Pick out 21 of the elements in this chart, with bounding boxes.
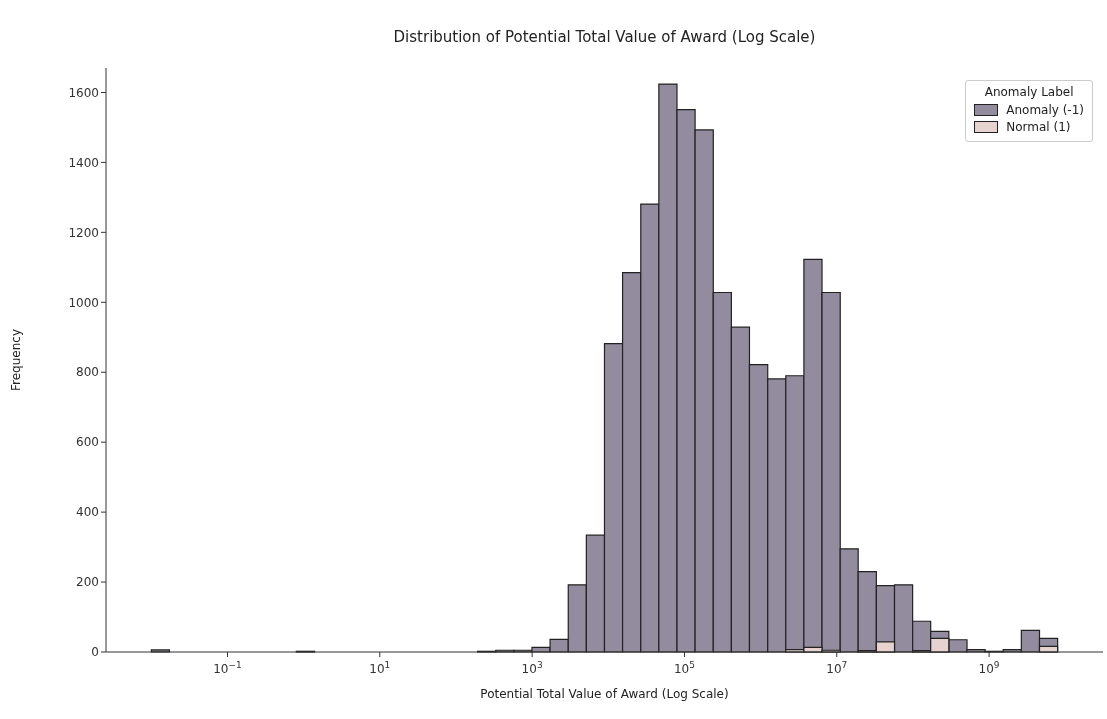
y-tick-label: 200 [76, 575, 99, 590]
y-tick-label: 600 [76, 435, 99, 450]
y-tick-label: 800 [76, 365, 99, 380]
y-tick-label: 400 [76, 505, 99, 520]
y-tick-label: 1400 [68, 155, 99, 170]
x-tick-label: 10$^{5}$ [673, 660, 695, 676]
legend-label: Anomaly (-1) [1006, 103, 1084, 117]
x-tick-label: 10$^{3}$ [521, 660, 543, 676]
x-tick-label: 10$^{7}$ [826, 660, 848, 676]
x-tick-label: 10$^{9}$ [978, 660, 1000, 676]
y-tick-label: 1200 [68, 225, 99, 240]
y-tick-label: 1600 [68, 85, 99, 100]
x-tick-label: 10$^{−1}$ [213, 660, 242, 676]
y-tick-label: 0 [91, 645, 99, 660]
y-axis-title: Frequency [9, 329, 24, 391]
legend-title: Anomaly Label [983, 85, 1075, 99]
chart-title: Distribution of Potential Total Value of Award (Log Scale) [392, 28, 817, 46]
x-tick-label: 10$^{1}$ [369, 660, 391, 676]
y-tick-label: 1000 [68, 295, 99, 310]
x-axis-title: Potential Total Value of Award (Log Scale) [480, 687, 729, 701]
legend-label: Normal (1) [1006, 120, 1071, 134]
